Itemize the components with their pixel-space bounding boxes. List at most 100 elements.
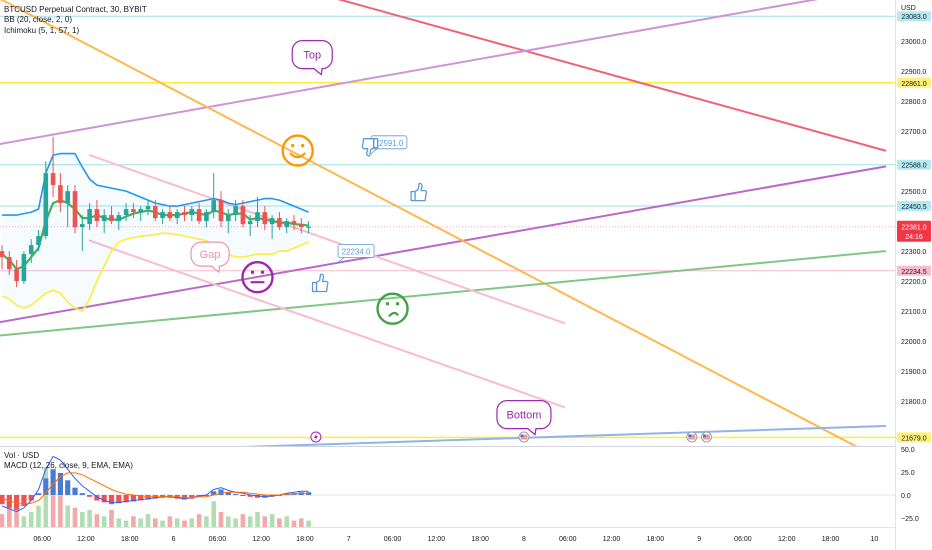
legend-volume[interactable]: Vol · USD bbox=[4, 451, 40, 460]
volume-bar-19 bbox=[138, 518, 143, 527]
candle-body bbox=[240, 206, 246, 225]
candle-16 bbox=[116, 212, 122, 231]
time-tick-11: 8 bbox=[522, 536, 526, 543]
price-tick-14: 21800.0 bbox=[901, 399, 926, 406]
price-label-22234: 22234.0 bbox=[337, 243, 375, 263]
flag-glyph bbox=[702, 434, 710, 440]
volume-bar-0 bbox=[0, 514, 5, 527]
volume-bar-12 bbox=[87, 509, 92, 527]
candle-7 bbox=[50, 137, 56, 198]
flag-canton bbox=[688, 434, 692, 437]
candle-body bbox=[284, 221, 289, 228]
time-tick-4: 06:00 bbox=[209, 536, 227, 543]
sad-emoji-icon-eye-right bbox=[395, 302, 400, 306]
candle-39 bbox=[284, 218, 289, 234]
price-label-22591-text: 22591.0 bbox=[374, 139, 403, 148]
volume-bar-3 bbox=[21, 516, 27, 527]
candle-13 bbox=[94, 200, 100, 228]
macd-hist-bar-12 bbox=[87, 495, 93, 497]
candles bbox=[0, 137, 311, 288]
volume-bar-42 bbox=[306, 520, 311, 527]
candle-20 bbox=[145, 200, 151, 216]
volume-bar-18 bbox=[131, 516, 136, 527]
neutral-emoji-icon bbox=[241, 261, 274, 294]
price-tick-7: 22500.0 bbox=[901, 189, 926, 196]
flag-glyph bbox=[520, 434, 528, 440]
candle-body bbox=[65, 191, 70, 204]
candle-21 bbox=[153, 200, 158, 222]
candle-body bbox=[153, 206, 158, 219]
candle-27 bbox=[196, 203, 202, 225]
thumb-down-icon bbox=[361, 138, 379, 157]
countdown-text: 24:16 bbox=[905, 234, 923, 241]
volume-bar-24 bbox=[174, 518, 180, 527]
current-price-tag: 22381.0 24:16 bbox=[897, 220, 931, 242]
sad-emoji-icon bbox=[376, 292, 409, 325]
sad-emoji-icon-mouth bbox=[388, 311, 399, 317]
trendline-green-uptrend bbox=[0, 250, 887, 337]
macd-hist-bar-16 bbox=[116, 495, 122, 504]
legend-symbol[interactable]: BTCUSD Perpetual Contract, 30, BYBIT bbox=[4, 5, 147, 14]
legend-macd[interactable]: MACD (12, 26, close, 9, EMA, EMA) bbox=[4, 461, 133, 470]
volume-bar-25 bbox=[182, 520, 187, 527]
level-tag-text: 21679.0 bbox=[901, 435, 926, 442]
callout-gap-text: Gap bbox=[200, 249, 221, 261]
macd-hist-bar-15 bbox=[108, 495, 115, 505]
price-tick-9: 22300.0 bbox=[901, 249, 926, 256]
volume-bar-13 bbox=[94, 514, 100, 527]
callout-gap-tail bbox=[210, 265, 221, 274]
current-price-text: 22381.0 bbox=[901, 224, 926, 231]
macd-hist-bar-32 bbox=[233, 494, 239, 496]
time-tick-14: 18:00 bbox=[647, 536, 665, 543]
trendline-orange-downtrend bbox=[0, 0, 858, 446]
price-label-22234-box bbox=[337, 243, 375, 258]
candle-body bbox=[204, 212, 209, 222]
candle-15 bbox=[109, 206, 114, 225]
volume-bar-28 bbox=[204, 516, 209, 527]
volume-bar-30 bbox=[218, 512, 224, 527]
candle-41 bbox=[299, 218, 304, 234]
trendline-pink-channel-lower bbox=[88, 239, 566, 409]
legend-ichimoku[interactable]: Ichimoku (5, 1, 57, 1) bbox=[4, 26, 80, 35]
level-tag-text: 22450.5 bbox=[901, 204, 926, 211]
trendline-red-downtrend bbox=[337, 0, 887, 152]
macd-hist-bar-6 bbox=[43, 478, 49, 495]
callout-gap-box bbox=[190, 241, 230, 267]
volume-bar-39 bbox=[284, 516, 289, 527]
macd-hist-bar-13 bbox=[94, 495, 100, 501]
candle-body bbox=[109, 215, 114, 222]
callout-gap: Gap bbox=[190, 241, 230, 274]
macd-hist-bar-17 bbox=[123, 495, 129, 503]
candle-body bbox=[218, 200, 224, 222]
event-flash-icon-0 bbox=[310, 431, 322, 443]
candle-28 bbox=[204, 209, 209, 228]
level-tag-text: 23083.0 bbox=[901, 14, 926, 21]
macd-hist-bar-3 bbox=[21, 495, 27, 507]
price-label-22591-pointer bbox=[370, 148, 378, 155]
callout-top-tail bbox=[312, 67, 323, 76]
candle-40 bbox=[291, 215, 297, 231]
macd-hist-bar-30 bbox=[218, 489, 224, 495]
time-tick-5: 12:00 bbox=[252, 536, 270, 543]
volume-bar-35 bbox=[255, 512, 260, 527]
level-tag-text: 22588.0 bbox=[901, 163, 926, 170]
macd-line bbox=[1, 455, 309, 513]
candle-2 bbox=[14, 260, 19, 288]
level-tag-2: 22588.0 bbox=[897, 159, 931, 170]
level-tag-text: 22234.5 bbox=[901, 269, 926, 276]
flag-glyph bbox=[688, 434, 696, 440]
neutral-emoji-icon-outline bbox=[241, 261, 274, 294]
candle-body bbox=[131, 209, 136, 213]
candle-body bbox=[145, 206, 151, 210]
volume-bar-4 bbox=[28, 512, 34, 527]
legend-bb[interactable]: BB (20, close, 2, 0) bbox=[4, 15, 73, 24]
horizontal-levels bbox=[0, 15, 895, 439]
time-tick-15: 9 bbox=[697, 536, 701, 543]
candle-11 bbox=[80, 215, 85, 252]
event-markers bbox=[310, 431, 712, 443]
candle-body bbox=[299, 224, 304, 228]
candle-body bbox=[182, 212, 187, 216]
macd-hist-bar-9 bbox=[65, 480, 71, 495]
trendline-blue-uptrend bbox=[242, 425, 887, 446]
